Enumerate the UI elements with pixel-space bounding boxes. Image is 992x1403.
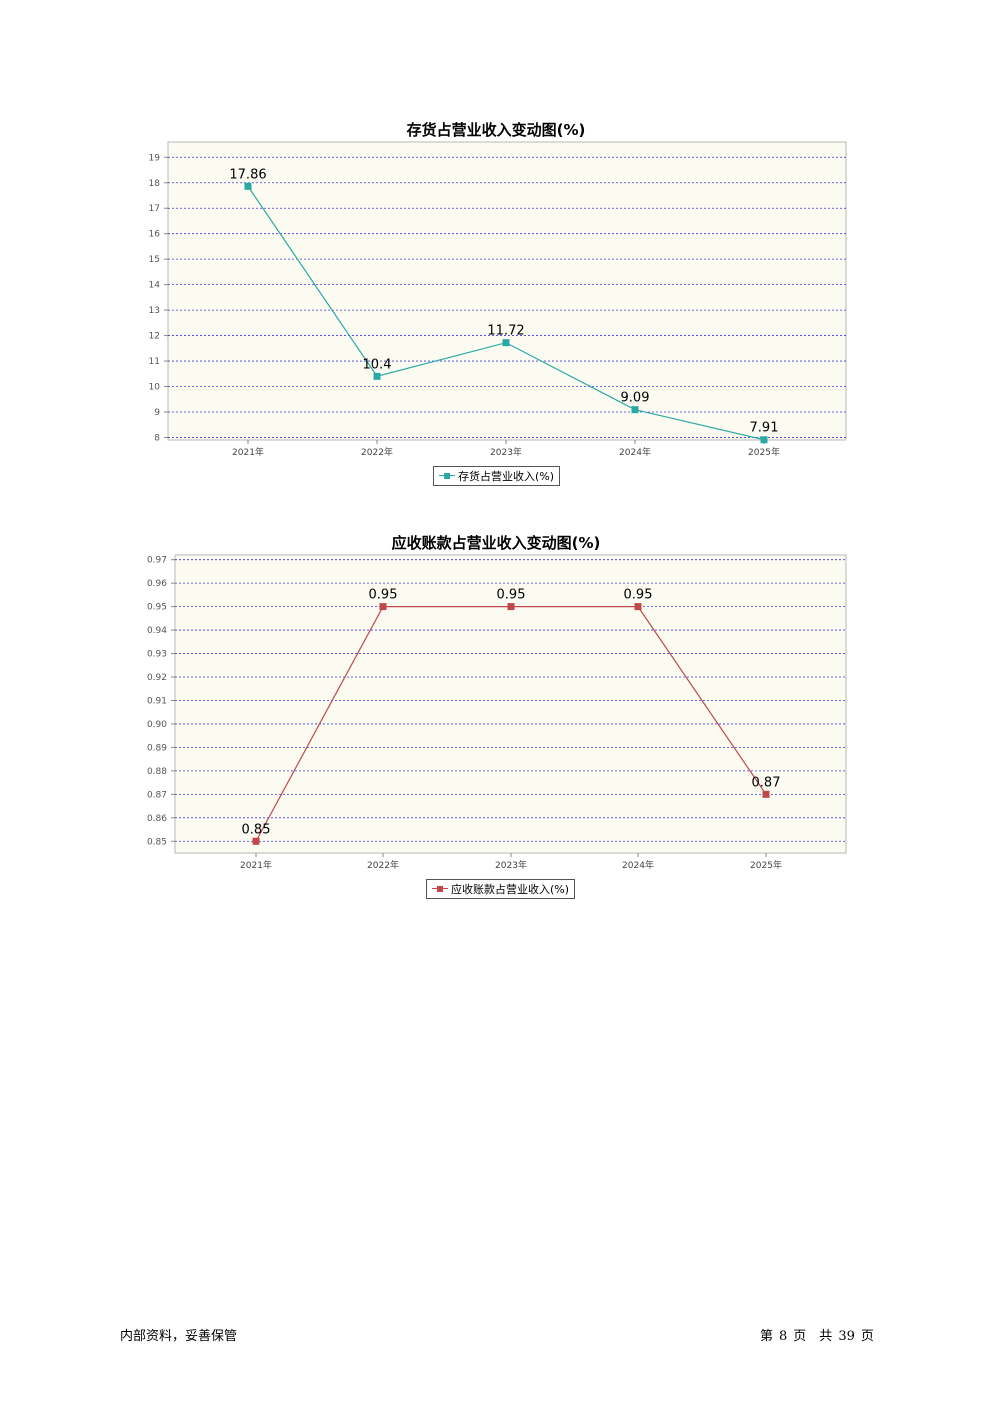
chart-inventory-svg: 8 9 10 11 12 13 14 15 16 17 18 19 2021年 2022年 2023年 202… [149,141,847,458]
x-tick-label: 2023年 [490,446,522,458]
y-tick-label: 11 [149,357,160,367]
chart-legend: 应收账款占营业收入(%) [426,879,576,899]
legend-label: 存货占营业收入(%) [458,470,555,483]
y-tick-label: 0.96 [147,579,167,589]
x-tick-label: 2024年 [619,446,651,458]
data-label: 0.95 [369,588,398,603]
y-tick-label: 13 [149,306,160,316]
y-tick-label: 0.91 [147,696,167,706]
data-label: 0.95 [624,588,653,603]
y-tick-label: 0.92 [147,673,167,683]
x-tick-label: 2025年 [748,446,780,458]
chart-legend: 存货占营业收入(%) [433,466,561,486]
x-tick-label: 2022年 [367,859,399,871]
page-prefix: 第 [760,1329,774,1344]
x-tick-label: 2021年 [232,446,264,458]
y-tick-label: 0.95 [147,603,167,613]
page-mid: 页 共 [793,1329,833,1344]
y-tick-label: 8 [154,433,160,443]
legend-label: 应收账款占营业收入(%) [451,883,570,896]
chart-title: 存货占营业收入变动图(%) [406,121,586,139]
data-point [373,372,381,380]
y-tick-label: 0.94 [147,626,167,636]
data-label: 0.87 [752,775,781,790]
x-tick-label: 2022年 [361,446,393,458]
y-tick-label: 0.93 [147,650,167,660]
y-tick-label: 17 [149,204,160,214]
chart-receivables-ratio: 应收账款占营业收入变动图(%) 0.85 0.86 0.87 0.88 0.89 0.90… [0,525,992,905]
data-label: 0.95 [497,588,526,603]
legend-swatch-icon [439,472,455,480]
x-tick-label: 2021年 [240,859,272,871]
x-tick-label: 2024年 [622,859,654,871]
data-label: 10.4 [363,357,392,372]
data-point [634,603,642,611]
legend-swatch-icon [432,885,448,893]
data-point [631,406,639,414]
data-point [502,339,510,347]
y-tick-label: 0.87 [147,790,167,800]
data-point [244,182,252,190]
chart-inventory-ratio: 存货占营业收入变动图(%) 8 9 10 11 12 13 14 15 16 17 18 19 2021… [0,112,992,492]
y-tick-label: 10 [149,383,161,393]
y-tick-label: 12 [149,332,160,342]
data-point [762,790,770,798]
page-suffix: 页 [860,1329,874,1344]
y-tick-label: 0.97 [147,556,167,566]
x-tick-label: 2025年 [750,859,782,871]
chart-title: 应收账款占营业收入变动图(%) [391,534,601,552]
y-tick-label: 0.89 [147,743,167,753]
data-label: 7.91 [750,421,779,436]
page-total: 39 [838,1329,855,1344]
y-tick-label: 0.86 [147,814,167,824]
x-tick-label: 2023年 [495,859,527,871]
y-tick-label: 18 [149,179,161,189]
page-number: 8 [779,1329,788,1344]
chart-receivables-svg: 0.85 0.86 0.87 0.88 0.89 0.90 0.91 0.92 0.93 0.94… [147,554,847,871]
plot-area [167,141,847,441]
data-label: 0.85 [242,822,271,837]
y-tick-label: 16 [149,230,161,240]
y-tick-label: 15 [149,255,160,265]
y-tick-label: 0.88 [147,767,167,777]
y-tick-label: 14 [149,281,161,291]
y-tick-label: 0.85 [147,837,167,847]
y-tick-label: 9 [154,408,160,418]
y-tick-label: 19 [149,153,161,163]
y-tick-label: 0.90 [147,720,167,730]
data-point [252,837,260,845]
data-label: 11.72 [487,324,524,339]
data-label: 9.09 [621,391,650,406]
footer-confidential-note: 内部资料，妥善保管 [120,1329,238,1344]
data-label: 17.86 [229,167,266,182]
data-point [379,603,387,611]
data-point [760,436,768,444]
data-point [507,603,515,611]
